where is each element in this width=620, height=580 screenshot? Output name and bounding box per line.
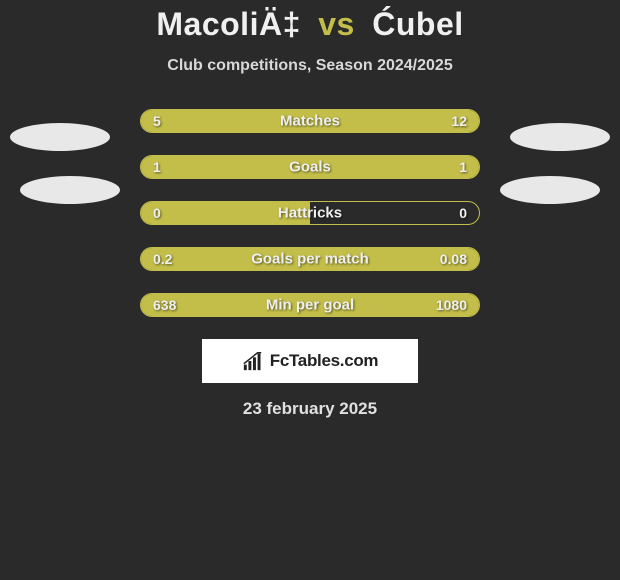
- stat-label: Goals: [289, 159, 331, 176]
- stat-right-value: 1: [459, 159, 467, 175]
- avatar-placeholder-left-2: [20, 176, 120, 204]
- subtitle: Club competitions, Season 2024/2025: [0, 57, 620, 75]
- stat-row: 1 Goals 1: [140, 155, 480, 179]
- comparison-bars: 5 Matches 12 1 Goals 1 0 Hattricks 0 0.2 Goals per…: [140, 109, 480, 317]
- stat-row: 0.2 Goals per match 0.08: [140, 247, 480, 271]
- vs-label: vs: [318, 6, 355, 42]
- stat-row: 0 Hattricks 0: [140, 201, 480, 225]
- stat-right-value: 1080: [436, 297, 467, 313]
- stat-left-value: 638: [153, 297, 176, 313]
- stat-left-value: 5: [153, 113, 161, 129]
- stat-right-value: 0.08: [440, 251, 467, 267]
- avatar-placeholder-left-1: [10, 123, 110, 151]
- player1-name: MacoliÄ‡: [156, 6, 300, 42]
- source-logo: FcTables.com: [202, 339, 418, 383]
- stat-label: Matches: [280, 113, 340, 130]
- stat-left-fill: [141, 156, 310, 178]
- stat-label: Min per goal: [266, 297, 354, 314]
- stat-row: 638 Min per goal 1080: [140, 293, 480, 317]
- stat-left-value: 0.2: [153, 251, 172, 267]
- player2-name: Ćubel: [372, 6, 463, 42]
- stat-right-value: 12: [451, 113, 467, 129]
- stat-right-value: 0: [459, 205, 467, 221]
- page-title: MacoliÄ‡ vs Ćubel: [0, 6, 620, 43]
- stat-label: Hattricks: [278, 205, 342, 222]
- stat-row: 5 Matches 12: [140, 109, 480, 133]
- avatar-placeholder-right-2: [500, 176, 600, 204]
- fctables-icon: [242, 350, 264, 372]
- avatar-placeholder-right-1: [510, 123, 610, 151]
- stat-left-value: 1: [153, 159, 161, 175]
- stat-right-fill: [310, 156, 479, 178]
- stat-left-value: 0: [153, 205, 161, 221]
- stat-label: Goals per match: [251, 251, 369, 268]
- source-logo-text: FcTables.com: [270, 351, 379, 371]
- date-text: 23 february 2025: [0, 399, 620, 419]
- stat-right-fill: [239, 110, 479, 132]
